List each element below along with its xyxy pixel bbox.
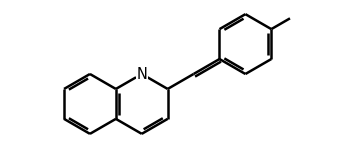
Text: N: N	[136, 66, 147, 82]
